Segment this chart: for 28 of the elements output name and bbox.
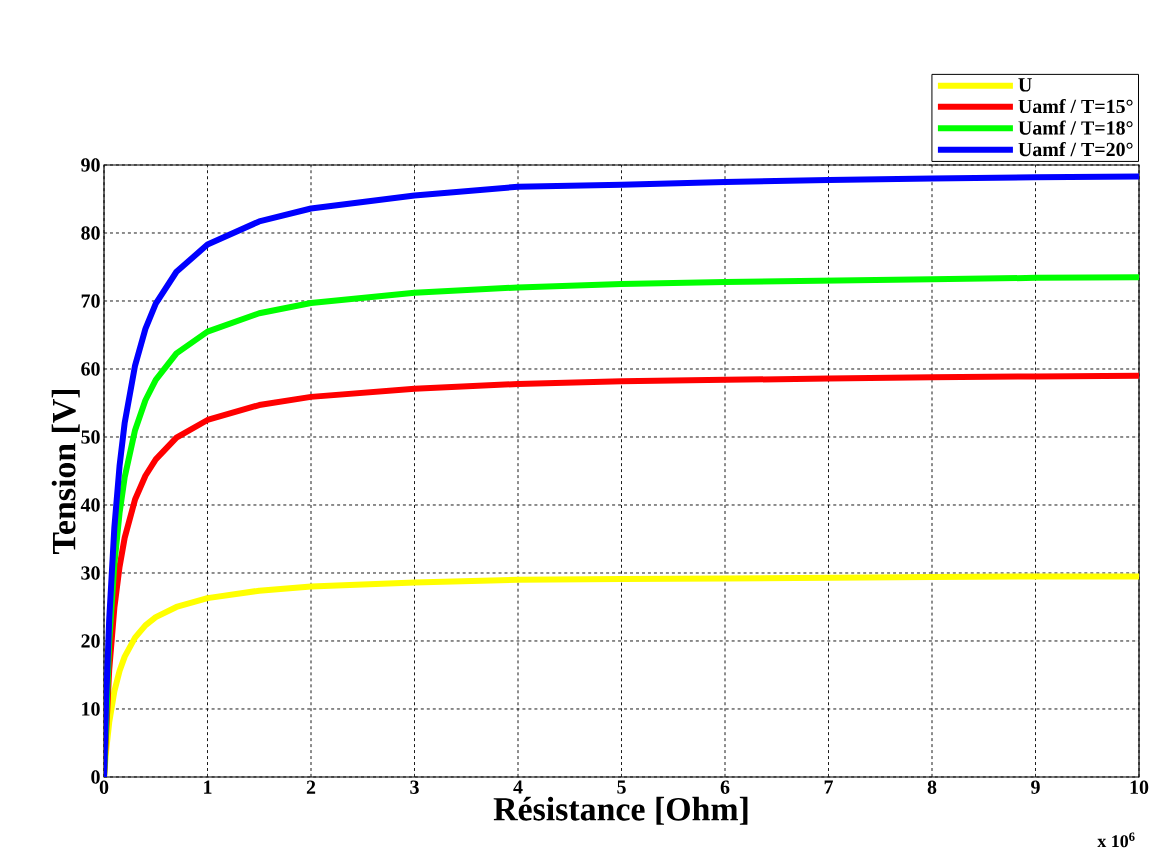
x-tick-label: 1 — [204, 780, 212, 794]
y-tick-label: 80 — [81, 226, 100, 240]
x-tick-label: 7 — [824, 780, 833, 794]
text: x 10$^{6}$ — [1097, 832, 1135, 848]
y-tick-label: 60 — [81, 362, 100, 376]
y-tick-label: 90 — [81, 158, 100, 172]
legend-label: Uamf / T=18° — [1018, 120, 1133, 135]
legend-label: Uamf / T=20° — [1018, 141, 1133, 157]
x-tick-label: 10 — [1130, 780, 1149, 794]
legend-label: U — [1018, 78, 1032, 92]
x-tick-label: 8 — [927, 780, 937, 794]
x-axis-title: Résistance [Ohm] — [493, 796, 748, 825]
y-tick-label: 20 — [81, 634, 100, 648]
x-tick-label: 2 — [306, 780, 316, 794]
x-tick-label: 3 — [410, 780, 419, 794]
y-tick-label: 0 — [91, 770, 100, 784]
x-tick-label: 4 — [513, 780, 523, 794]
x-tick-label: 0 — [99, 780, 109, 794]
y-axis-title: Tension [V] — [51, 389, 80, 555]
y-tick-label: 30 — [81, 566, 100, 580]
legend-label: Uamf / T=15° — [1018, 98, 1133, 114]
y-tick-label: 70 — [81, 294, 100, 308]
x-tick-label: 6 — [720, 780, 730, 794]
y-tick-label: 50 — [81, 430, 100, 444]
y-tick-label: 10 — [82, 702, 100, 716]
x-tick-label: 5 — [617, 780, 626, 794]
x-tick-label: 9 — [1031, 780, 1040, 794]
y-tick-label: 40 — [80, 498, 100, 512]
